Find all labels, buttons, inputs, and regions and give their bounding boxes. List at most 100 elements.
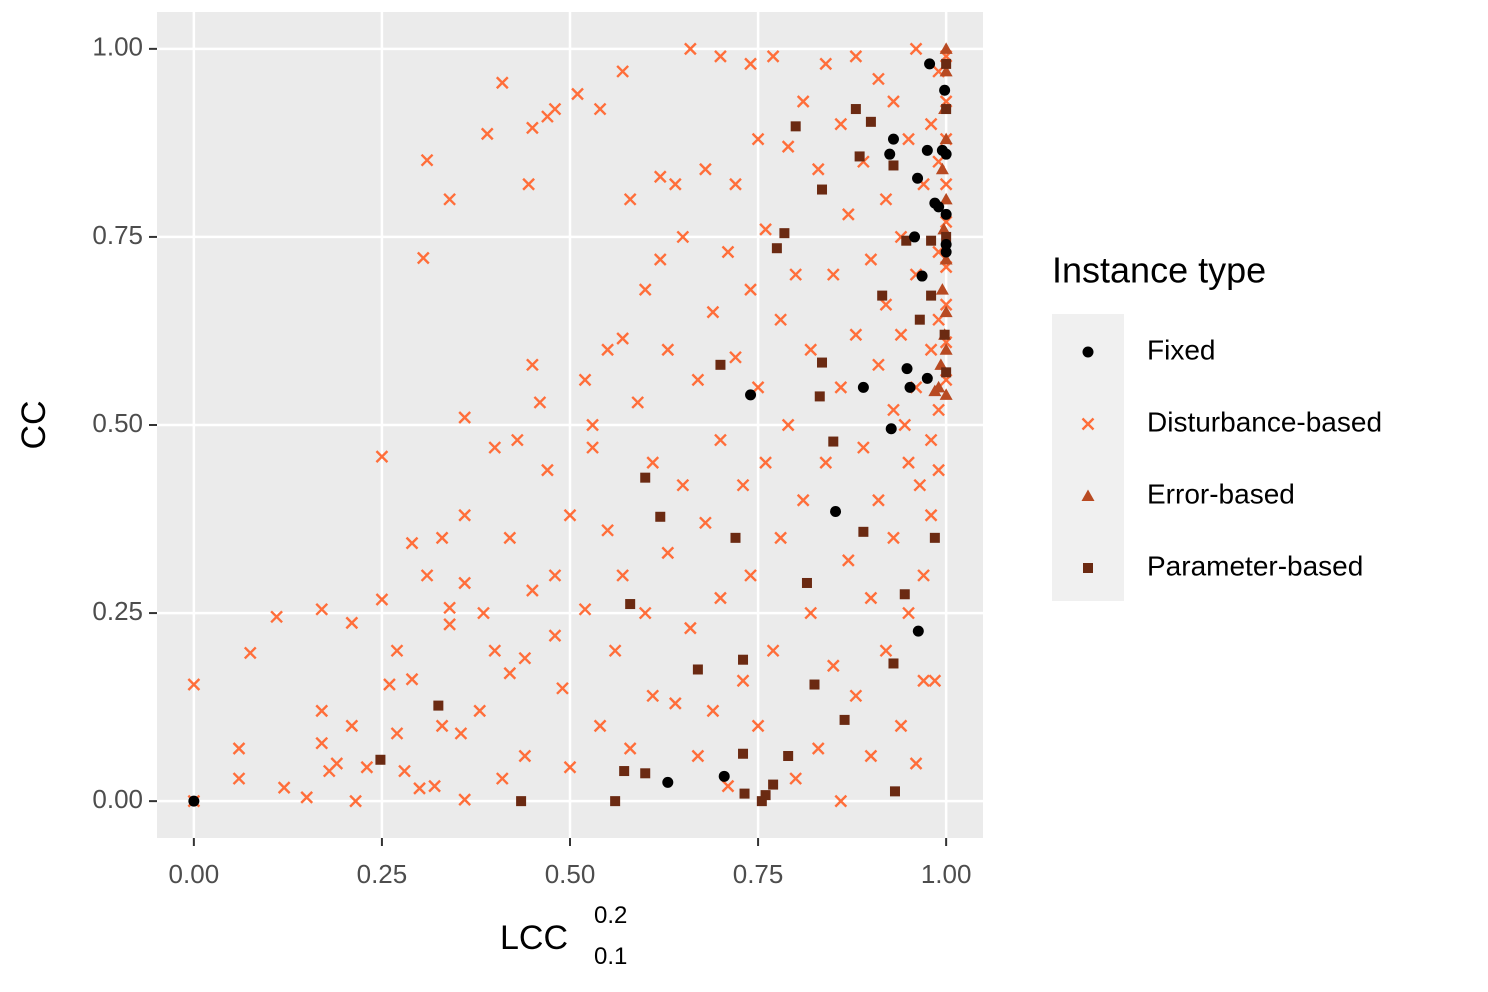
point bbox=[902, 606, 915, 620]
point bbox=[398, 764, 411, 778]
point bbox=[638, 283, 652, 296]
point bbox=[941, 104, 952, 115]
point bbox=[898, 418, 912, 432]
point bbox=[940, 148, 952, 160]
point bbox=[940, 238, 952, 250]
point bbox=[926, 290, 937, 301]
point bbox=[819, 57, 833, 71]
point bbox=[941, 367, 952, 378]
point bbox=[383, 678, 396, 691]
point bbox=[610, 796, 621, 807]
point bbox=[864, 749, 878, 763]
point bbox=[714, 591, 727, 605]
point bbox=[578, 373, 592, 387]
point bbox=[390, 644, 404, 658]
point bbox=[751, 719, 765, 733]
point bbox=[928, 674, 942, 688]
point bbox=[477, 606, 490, 620]
point bbox=[736, 674, 750, 688]
point bbox=[661, 343, 675, 357]
point bbox=[939, 305, 953, 318]
point bbox=[503, 666, 517, 680]
legend-title: Instance type bbox=[1052, 250, 1266, 291]
point bbox=[563, 508, 577, 522]
point bbox=[653, 170, 667, 184]
x-axis-title-sup: 0.2 bbox=[594, 902, 627, 929]
point bbox=[676, 478, 690, 492]
point bbox=[416, 251, 430, 265]
point bbox=[300, 791, 314, 804]
point bbox=[744, 569, 757, 582]
point bbox=[718, 770, 730, 782]
point bbox=[691, 373, 705, 387]
point bbox=[556, 681, 569, 695]
point bbox=[768, 779, 779, 790]
point bbox=[593, 719, 607, 733]
point bbox=[721, 245, 735, 259]
point bbox=[744, 57, 757, 71]
point bbox=[766, 644, 780, 658]
legend-key bbox=[1082, 346, 1094, 358]
point bbox=[541, 463, 554, 477]
point bbox=[345, 719, 359, 733]
point bbox=[188, 795, 200, 807]
point bbox=[640, 472, 651, 483]
point bbox=[789, 268, 803, 281]
point bbox=[756, 796, 767, 807]
point bbox=[817, 357, 828, 368]
point bbox=[935, 283, 949, 295]
point bbox=[684, 621, 697, 635]
point bbox=[909, 42, 923, 56]
point bbox=[619, 766, 630, 777]
point bbox=[872, 493, 885, 507]
point bbox=[730, 532, 741, 543]
legend-key-box bbox=[1052, 314, 1124, 601]
point bbox=[526, 584, 539, 597]
point bbox=[841, 554, 855, 567]
y-tick-label: 1.00 bbox=[92, 32, 143, 62]
point bbox=[849, 50, 863, 63]
point bbox=[458, 411, 472, 424]
point bbox=[601, 523, 614, 537]
point bbox=[879, 298, 893, 311]
point bbox=[638, 606, 652, 620]
point bbox=[939, 64, 953, 77]
point bbox=[941, 58, 952, 69]
point bbox=[375, 593, 389, 606]
point bbox=[759, 223, 772, 236]
point bbox=[901, 363, 913, 375]
point bbox=[625, 599, 636, 610]
point bbox=[790, 121, 801, 132]
point bbox=[779, 228, 790, 239]
point bbox=[830, 506, 842, 518]
y-tick-label: 0.75 bbox=[92, 220, 143, 250]
x-tick-label: 0.00 bbox=[169, 859, 220, 889]
point bbox=[811, 162, 825, 176]
point bbox=[894, 328, 908, 342]
point bbox=[877, 290, 888, 301]
point bbox=[435, 531, 449, 545]
point bbox=[586, 418, 599, 432]
point bbox=[872, 358, 885, 372]
point bbox=[774, 313, 787, 327]
point bbox=[902, 456, 915, 469]
point bbox=[684, 42, 697, 56]
point bbox=[692, 664, 703, 675]
point bbox=[548, 629, 562, 642]
point bbox=[887, 403, 900, 417]
point bbox=[571, 87, 584, 101]
point bbox=[518, 749, 532, 763]
point bbox=[646, 689, 660, 703]
point bbox=[420, 153, 434, 167]
point bbox=[913, 478, 927, 492]
point bbox=[834, 794, 848, 808]
point bbox=[243, 646, 257, 660]
point bbox=[781, 140, 795, 154]
point bbox=[809, 679, 820, 690]
x-axis-title-base: LCC bbox=[500, 919, 568, 957]
x-axis-title-sub: 0.1 bbox=[594, 943, 627, 970]
point bbox=[375, 754, 386, 765]
point bbox=[865, 116, 876, 127]
point bbox=[888, 658, 899, 669]
point bbox=[932, 463, 945, 477]
